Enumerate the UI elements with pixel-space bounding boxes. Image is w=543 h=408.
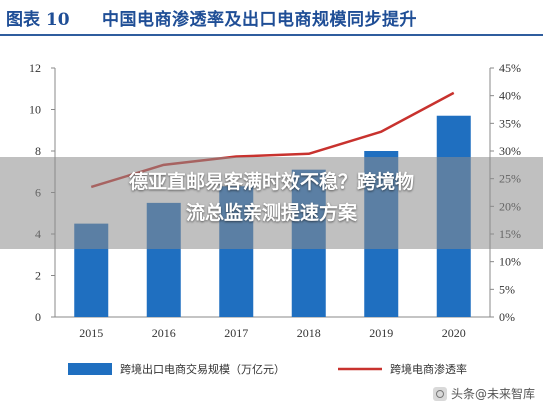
headline-text: 德亚直邮易客满时效不稳？跨境物 流总监亲测提速方案 [0,167,543,229]
headline-line-1: 德亚直邮易客满时效不稳？跨境物 [128,171,414,193]
figure-title: 中国电商渗透率及出口电商规模同步提升 [102,10,417,30]
x-tick-label: 2018 [297,326,321,340]
x-tick-label: 2016 [152,326,176,340]
right-tick-label: 10% [499,255,521,269]
watermark-text: 头条@未来智库 [450,387,535,401]
x-tick-label: 2015 [79,326,103,340]
watermark-logo-icon [432,386,447,401]
right-tick-label: 45% [499,61,521,75]
right-tick-label: 35% [499,116,521,130]
x-tick-label: 2017 [224,326,248,340]
right-tick-label: 5% [499,282,515,296]
figure-label: 图表 10 [6,10,70,30]
legend-line-label: 跨境电商渗透率 [390,362,467,376]
legend-bar-label: 跨境出口电商交易规模（万亿元） [120,362,285,376]
right-tick-label: 30% [499,144,521,158]
left-tick-label: 2 [35,269,41,283]
left-tick-label: 0 [35,310,41,324]
left-tick-label: 10 [29,103,41,117]
figure-header: 图表 10 中国电商渗透率及出口电商规模同步提升 [0,0,543,36]
left-tick-label: 12 [29,61,41,75]
left-tick-label: 8 [35,144,41,158]
x-tick-label: 2019 [369,326,393,340]
right-tick-label: 0% [499,310,515,324]
watermark: 头条@未来智库 [432,385,535,402]
headline-banner [0,157,543,249]
legend-bar-swatch [68,363,112,375]
right-tick-label: 40% [499,89,521,103]
x-tick-label: 2020 [442,326,466,340]
headline-line-2: 流总监亲测提速方案 [185,202,357,224]
